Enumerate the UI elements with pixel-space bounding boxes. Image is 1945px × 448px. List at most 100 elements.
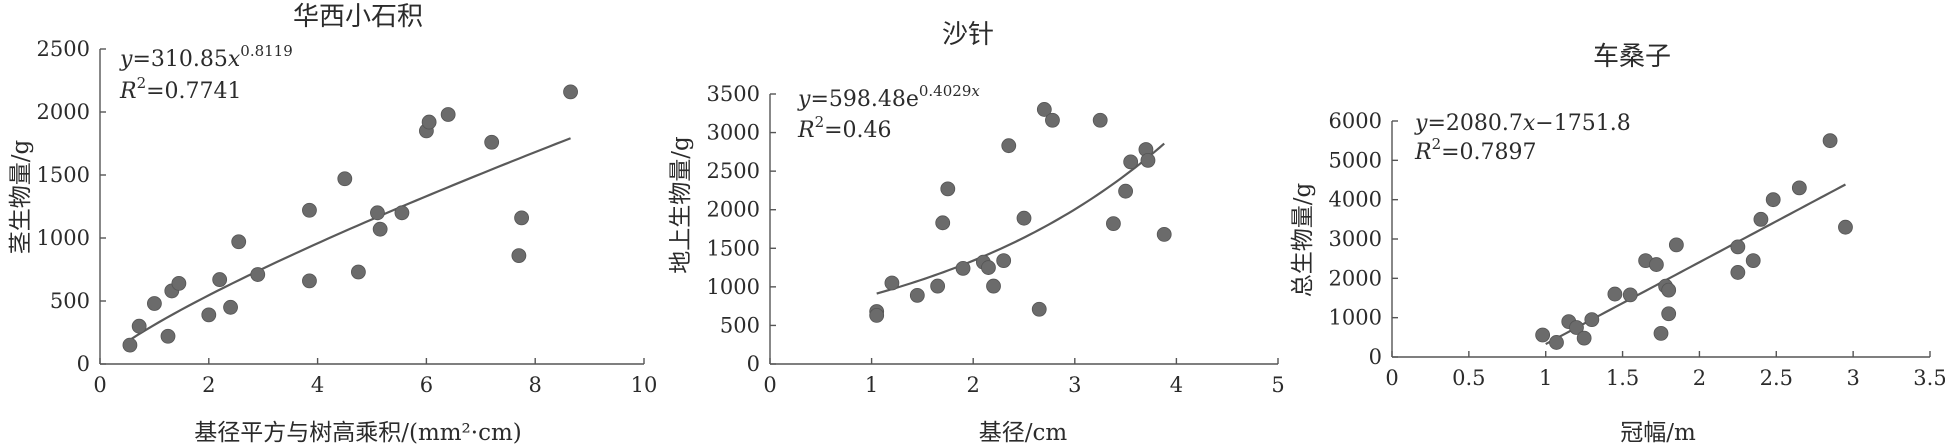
data-point	[440, 107, 456, 122]
y-tick-label: 1000	[1329, 306, 1382, 330]
data-point	[394, 205, 410, 221]
x-tick-label: 0	[763, 373, 776, 397]
data-point	[302, 202, 317, 218]
x-tick-label: 6	[420, 373, 433, 397]
x-tick-label: 2	[202, 373, 215, 397]
data-point	[986, 278, 1001, 294]
y-tick-label: 2000	[37, 100, 90, 124]
data-point	[1653, 325, 1669, 341]
data-point	[370, 205, 385, 221]
data-point	[1661, 306, 1677, 322]
data-point	[909, 287, 925, 303]
data-point	[981, 260, 996, 275]
x-tick-label: 8	[529, 373, 542, 397]
panel-2-ticks: 0 1 2 3 4 5 0 500 1000 1500 2000 2500 3000 3500	[707, 82, 1285, 397]
y-tick-label: 500	[50, 289, 90, 313]
panel-3-title: 车桑子	[1593, 42, 1671, 72]
panel-2-fit-curve	[876, 142, 1165, 295]
y-tick-label: 0	[747, 352, 760, 376]
x-tick-label: 4	[311, 373, 324, 397]
y-tick-label: 4000	[1329, 188, 1382, 212]
panel-1-ticks: 0 2 4 6 8 10 0 500 1000 1500 2000 2500	[37, 37, 658, 397]
x-tick-label: 2	[967, 373, 980, 397]
data-point	[421, 114, 437, 130]
data-point	[1123, 154, 1139, 170]
data-point	[1730, 239, 1746, 255]
data-point	[1156, 226, 1172, 242]
panel-2: 沙针 基径/cm 地上生物量/g 0 1 2 3 4 5 0 500 1000 1500 2000 2…	[668, 20, 1285, 446]
panel-3-r2: R2=0.7897	[1414, 135, 1537, 165]
data-point	[350, 264, 366, 280]
panel-1-fit-curve	[129, 137, 571, 341]
y-tick-label: 1500	[707, 236, 760, 260]
x-tick-label: 0	[93, 373, 106, 397]
data-point	[884, 275, 900, 291]
panel-1: 华西小石积 基径平方与树高乘积/(mm²·cm) 茎生物量/g 0 2 4 6 8 100…	[8, 2, 657, 446]
y-tick-label: 0	[1369, 345, 1382, 369]
data-point	[1118, 183, 1133, 199]
panel-1-equation: y=310.85x0.8119	[119, 42, 293, 72]
data-point	[1791, 180, 1807, 196]
data-point	[250, 267, 266, 282]
panel-1-points	[122, 84, 578, 353]
data-point	[1648, 257, 1664, 272]
data-point	[302, 273, 317, 289]
y-tick-label: 6000	[1329, 109, 1382, 133]
data-point	[1607, 286, 1623, 302]
data-point	[372, 221, 388, 237]
data-point	[1822, 133, 1838, 149]
data-point	[1036, 102, 1052, 117]
data-point	[1031, 301, 1047, 317]
data-point	[1535, 327, 1551, 343]
data-point	[231, 234, 247, 250]
y-tick-label: 500	[720, 313, 760, 337]
y-tick-label: 2000	[707, 198, 760, 222]
data-point	[1140, 152, 1156, 168]
data-point	[1838, 219, 1853, 235]
data-point	[930, 278, 946, 294]
panel-2-points	[869, 102, 1172, 323]
panel-2-title: 沙针	[942, 20, 994, 50]
y-tick-label: 3000	[1329, 227, 1382, 251]
x-tick-label: 1	[865, 373, 878, 397]
x-tick-label: 3.5	[1913, 366, 1945, 390]
y-tick-label: 3500	[707, 82, 760, 106]
x-tick-label: 2	[1693, 366, 1706, 390]
data-point	[1765, 192, 1781, 208]
data-point	[1753, 211, 1769, 227]
x-tick-label: 0.5	[1452, 366, 1485, 390]
data-point	[563, 84, 578, 100]
data-point	[935, 215, 951, 231]
data-point	[1576, 330, 1592, 346]
x-tick-label: 0	[1385, 366, 1398, 390]
x-tick-label: 1	[1539, 366, 1552, 390]
panel-1-r2: R2=0.7741	[119, 74, 242, 104]
data-point	[869, 307, 885, 323]
y-tick-label: 2000	[1329, 266, 1382, 290]
data-point	[1668, 237, 1684, 253]
x-tick-label: 3	[1846, 366, 1859, 390]
panel-1-title: 华西小石积	[293, 2, 423, 32]
y-tick-label: 5000	[1329, 148, 1382, 172]
panel-2-y-label: 地上生物量/g	[668, 136, 694, 274]
data-point	[996, 253, 1012, 269]
panel-3-x-label: 冠幅/m	[1620, 420, 1696, 446]
panel-1-y-label: 茎生物量/g	[8, 139, 34, 254]
data-point	[484, 134, 500, 150]
y-tick-label: 1000	[707, 275, 760, 299]
data-point	[146, 296, 162, 311]
data-point	[1661, 282, 1677, 298]
y-tick-label: 0	[77, 352, 90, 376]
y-tick-label: 2500	[37, 37, 90, 61]
data-point	[955, 260, 971, 276]
panel-2-r2: R2=0.46	[797, 113, 892, 143]
data-point	[171, 275, 187, 291]
data-point	[337, 171, 353, 187]
data-point	[1106, 216, 1121, 232]
panel-3-points	[1535, 133, 1853, 350]
data-point	[1001, 138, 1017, 154]
data-point	[940, 181, 956, 197]
data-point	[1549, 335, 1564, 350]
panel-3-ticks: 0 0.5 1 1.5 2 2.5 3 3.5 0 1000 2000 3000 4000 5000 600…	[1329, 109, 1945, 390]
